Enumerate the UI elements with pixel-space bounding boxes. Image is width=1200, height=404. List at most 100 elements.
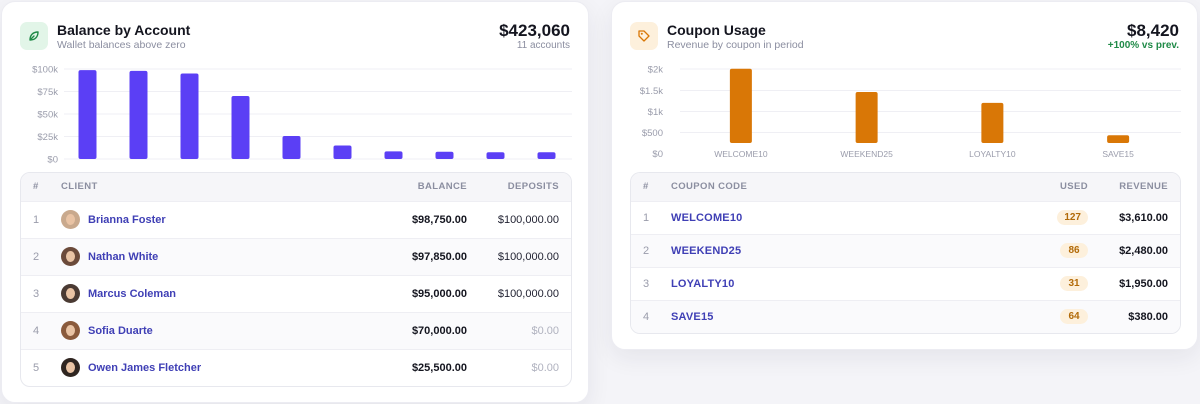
client-cell: Nathan White — [61, 237, 347, 275]
y-tick-label: $1k — [648, 107, 664, 118]
revenue-value: $2,480.00 — [1088, 233, 1180, 267]
avatar — [61, 284, 80, 303]
bar[interactable] — [333, 145, 352, 160]
client-cell: Marcus Coleman — [61, 274, 347, 312]
balance-card-title: Balance by Account — [57, 22, 191, 38]
row-number: 3 — [21, 274, 61, 312]
y-tick-label: $100k — [32, 65, 58, 76]
bar[interactable] — [486, 152, 505, 159]
avatar — [61, 247, 80, 266]
avatar — [61, 321, 80, 340]
coupon-bar-chart: $2k $1.5k $1k $500 $0 WELCOME10 WEEKEND25 LOYAL… — [640, 65, 1181, 160]
col-header-client: CLIENT — [61, 181, 98, 193]
client-cell: Owen James Fletcher — [61, 348, 347, 386]
bar[interactable] — [282, 136, 301, 159]
bar[interactable] — [384, 151, 403, 159]
deposits-value: $100,000.00 — [467, 200, 571, 238]
tag-icon-box — [630, 22, 658, 50]
row-number: 3 — [631, 266, 671, 300]
table-row[interactable]: 4 Sofia Duarte $70,000.00 $0.00 — [21, 311, 571, 349]
used-count-badge: 127 — [1057, 210, 1088, 225]
x-tick-label: SAVE15 — [1102, 149, 1134, 159]
row-number: 1 — [21, 200, 61, 238]
y-tick-label: $2k — [648, 65, 664, 76]
coupon-change: +100% vs prev. — [1107, 40, 1179, 51]
deposits-value: $0.00 — [467, 348, 571, 386]
y-tick-label: $500 — [642, 128, 663, 139]
revenue-value: $380.00 — [1088, 299, 1180, 333]
table-row[interactable]: 1 Brianna Foster $98,750.00 $100,000.00 — [21, 200, 571, 238]
table-row[interactable]: 2 Nathan White $97,850.00 $100,000.00 — [21, 237, 571, 275]
y-tick-label: $0 — [652, 149, 663, 160]
coupon-code-link[interactable]: SAVE15 — [671, 310, 714, 323]
used-count-badge: 31 — [1060, 276, 1088, 291]
bar[interactable] — [129, 70, 148, 159]
balance-table: # CLIENT BALANCE DEPOSITS 1 Brianna Foste… — [20, 172, 572, 387]
bar[interactable] — [180, 73, 199, 160]
coupon-table-header: # COUPON CODE USED REVENUE — [631, 173, 1180, 201]
row-number: 4 — [631, 299, 671, 333]
balance-value: $98,750.00 — [347, 200, 467, 238]
client-cell: Brianna Foster — [61, 200, 347, 238]
used-count-badge: 64 — [1060, 309, 1088, 325]
bar[interactable] — [78, 70, 97, 159]
revenue-value: $3,610.00 — [1088, 200, 1180, 234]
balance-card-subtitle: Wallet balances above zero — [57, 39, 186, 51]
row-number: 2 — [21, 237, 61, 275]
coupon-table: # COUPON CODE USED REVENUE 1 WELCOME10 127… — [630, 172, 1181, 334]
balance-value: $95,000.00 — [347, 274, 467, 312]
accounts-count: 11 accounts — [516, 40, 570, 51]
balance-bar-chart: $100k $75k $50k $25k $0 — [32, 65, 572, 166]
deposits-value: $100,000.00 — [467, 237, 571, 275]
used-count-badge: 86 — [1060, 243, 1088, 258]
table-row[interactable]: 2 WEEKEND25 86 $2,480.00 — [631, 233, 1180, 267]
client-name-link[interactable]: Sofia Duarte — [88, 324, 153, 337]
client-name-link[interactable]: Marcus Coleman — [88, 287, 177, 300]
deposits-value: $100,000.00 — [467, 274, 571, 312]
avatar — [61, 210, 80, 229]
coupon-card-subtitle: Revenue by coupon in period — [667, 39, 804, 51]
table-row[interactable]: 1 WELCOME10 127 $3,610.00 — [631, 200, 1180, 234]
balance-value: $70,000.00 — [347, 311, 467, 349]
balance-value: $97,850.00 — [347, 237, 467, 275]
bar[interactable] — [981, 102, 1004, 143]
table-row[interactable]: 5 Owen James Fletcher $25,500.00 $0.00 — [21, 348, 571, 386]
bar[interactable] — [231, 96, 250, 159]
balance-by-account-card: Balance by Account Wallet balances above… — [1, 1, 589, 403]
y-tick-label: $25k — [37, 132, 58, 143]
avatar — [61, 358, 80, 378]
bar[interactable] — [435, 151, 454, 159]
row-number: 5 — [21, 348, 61, 386]
y-tick-label: $0 — [47, 155, 58, 166]
coupon-code-link[interactable]: WEEKEND25 — [671, 244, 742, 257]
client-name-link[interactable]: Nathan White — [88, 250, 159, 263]
y-tick-label: $50k — [37, 110, 58, 121]
client-name-link[interactable]: Owen James Fletcher — [88, 361, 202, 374]
bar[interactable] — [1107, 135, 1130, 143]
bar[interactable] — [729, 68, 752, 143]
table-row[interactable]: 3 Marcus Coleman $95,000.00 $100,000.00 — [21, 274, 571, 312]
bar[interactable] — [537, 152, 556, 159]
deposits-value: $0.00 — [467, 311, 571, 349]
balance-total: $423,060 — [499, 21, 570, 40]
coupon-code-link[interactable]: LOYALTY10 — [671, 277, 735, 290]
coupon-card-title: Coupon Usage — [667, 22, 766, 38]
row-number: 1 — [631, 200, 671, 234]
bar[interactable] — [855, 92, 878, 143]
y-tick-label: $75k — [37, 87, 58, 98]
x-tick-label: WELCOME10 — [714, 149, 768, 159]
coupon-code-link[interactable]: WELCOME10 — [671, 211, 743, 224]
col-header-num: # — [33, 181, 39, 193]
table-row[interactable]: 3 LOYALTY10 31 $1,950.00 — [631, 266, 1180, 300]
col-header-deposits: DEPOSITS — [507, 181, 559, 193]
coupon-total: $8,420 — [1127, 21, 1179, 40]
table-row[interactable]: 4 SAVE15 64 $380.00 — [631, 299, 1180, 333]
balance-table-header: # CLIENT BALANCE DEPOSITS — [21, 173, 571, 201]
x-tick-label: WEEKEND25 — [840, 149, 893, 159]
col-header-balance: BALANCE — [417, 181, 467, 193]
client-name-link[interactable]: Brianna Foster — [88, 213, 166, 226]
row-number: 4 — [21, 311, 61, 349]
client-cell: Sofia Duarte — [61, 311, 347, 349]
tag-icon — [638, 30, 650, 42]
col-header-revenue: REVENUE — [1119, 181, 1168, 193]
